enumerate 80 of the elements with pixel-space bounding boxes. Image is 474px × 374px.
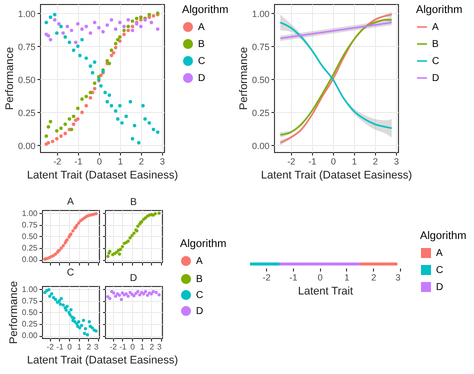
y-tick-label: 0.25 (18, 108, 36, 118)
x-axis-title: Latent Trait (Dataset Easiness) (260, 170, 412, 182)
legend-title: Algorithm (182, 4, 228, 16)
legend-label: C (196, 290, 204, 301)
y-tick-label: 1.00 (22, 284, 38, 294)
y-tick-label: 1.00 (22, 208, 38, 218)
x-tick-label: 0 (318, 272, 323, 282)
legend-title: Algorithm (180, 238, 226, 250)
y-axis-title: Performance (8, 281, 20, 344)
legend-label: A (198, 22, 205, 33)
legend-label: C (198, 56, 206, 67)
x-tick-label: 2 (371, 272, 376, 282)
x-axis-title: Latent Trait (298, 286, 354, 298)
x-axis-title: Latent Trait (Dataset Easiness) (26, 354, 178, 366)
chart-title: D (130, 273, 138, 284)
x-tick-label: 0 (96, 156, 102, 166)
y-tick-label: 0.25 (252, 108, 270, 118)
y-tick-label: 0.75 (22, 296, 38, 306)
y-tick-label: 0.00 (22, 255, 38, 264)
chart-title: C (66, 268, 74, 279)
legend-label: B (432, 39, 439, 50)
x-tick-label: 1 (76, 342, 82, 352)
x-tick-label: 1 (352, 156, 357, 166)
x-tick-label: 1 (118, 156, 123, 166)
x-tick-label: -1 (74, 156, 82, 166)
y-tick-label: 0.75 (252, 42, 270, 52)
y-tick-label: 1.00 (18, 8, 36, 19)
x-tick-label: -1 (119, 342, 127, 352)
legend-title: Algorithm (416, 4, 462, 16)
y-tick-label: 0.25 (22, 244, 38, 253)
y-tick-label: 0.00 (22, 331, 38, 340)
chart-title: A (67, 196, 74, 208)
x-tick-label: 1 (344, 272, 350, 282)
y-axis-title: Performance (4, 47, 16, 110)
legend-title: Algorithm (420, 230, 466, 242)
legend-label: A (432, 22, 439, 33)
legend-label: C (432, 56, 440, 67)
y-tick-label: 0.00 (18, 140, 36, 151)
legend-label: A (436, 248, 443, 259)
x-tick-label: 3 (395, 272, 400, 282)
x-tick-label: 2 (372, 156, 378, 166)
x-tick-label: 3 (94, 342, 100, 352)
legend-label: D (436, 282, 444, 293)
x-tick-label: 0 (330, 156, 336, 166)
legend-label: A (196, 256, 203, 267)
y-tick-label: 0.50 (22, 232, 38, 241)
y-tick-label: 0.00 (252, 140, 270, 151)
y-axis-title: Performance (238, 47, 250, 110)
x-axis-title: Latent Trait (Dataset Easiness) (26, 170, 178, 182)
y-tick-label: 0.50 (22, 308, 38, 317)
x-tick-label: 2 (138, 156, 144, 166)
x-tick-label: -2 (287, 156, 296, 166)
y-tick-label: 0.75 (18, 42, 36, 52)
x-tick-label: -2 (53, 156, 62, 166)
x-tick-label: 2 (86, 342, 92, 352)
x-tick-label: -2 (262, 272, 271, 282)
chart-title: B (130, 197, 138, 208)
x-tick-label: 3 (157, 342, 162, 352)
y-tick-label: 0.25 (22, 320, 38, 329)
y-tick-label: 0.50 (18, 74, 36, 85)
x-tick-label: 3 (160, 156, 165, 166)
x-tick-label: -1 (56, 342, 64, 352)
legend-label: B (196, 274, 203, 285)
y-tick-label: 1.00 (252, 8, 270, 19)
x-tick-label: 3 (394, 156, 399, 166)
x-tick-label: 0 (130, 342, 136, 352)
x-tick-label: 2 (150, 342, 155, 352)
x-tick-label: -2 (46, 342, 54, 352)
legend-label: B (198, 39, 205, 50)
x-tick-label: 0 (67, 342, 72, 352)
legend-label: C (436, 265, 444, 276)
x-tick-label: -1 (289, 272, 298, 282)
x-tick-label: -2 (110, 342, 118, 352)
x-tick-label: -1 (308, 156, 316, 166)
legend-label: D (198, 73, 206, 84)
legend-label: D (432, 73, 440, 84)
legend-label: D (196, 306, 204, 317)
x-tick-label: 1 (140, 342, 145, 352)
y-tick-label: 0.50 (252, 74, 270, 85)
y-tick-label: 0.75 (22, 220, 38, 230)
